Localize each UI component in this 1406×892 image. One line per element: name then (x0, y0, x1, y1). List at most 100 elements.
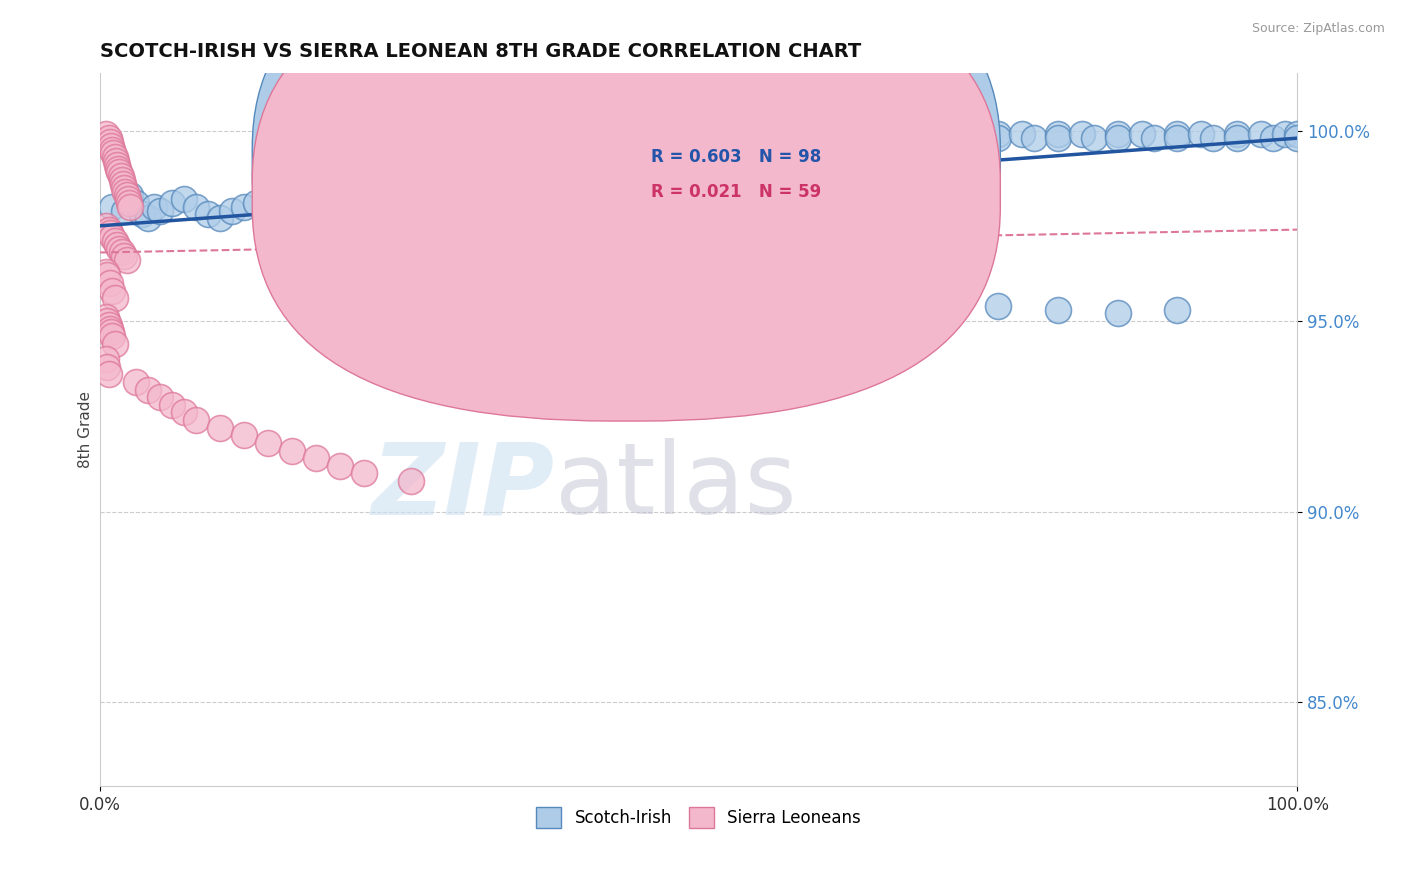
Point (125, 375, 148, 389)
Point (269, 207, 291, 221)
Point (120, 188, 142, 202)
Point (807, 128, 830, 142)
Point (96, 268, 118, 283)
Point (364, 200, 387, 214)
Point (353, 467, 375, 481)
Point (112, 203, 135, 218)
Point (101, 329, 124, 343)
Point (748, 161, 770, 176)
Point (98, 135, 121, 149)
Point (329, 458, 352, 473)
Point (1263, 131, 1285, 145)
Point (96, 314, 118, 328)
Point (115, 188, 138, 202)
Point (1286, 128, 1309, 142)
Point (1166, 302, 1188, 317)
Point (963, 128, 986, 142)
Point (97, 131, 120, 145)
Point (107, 161, 129, 176)
Point (97, 368, 120, 382)
Point (149, 203, 172, 218)
Point (1022, 131, 1045, 145)
Point (508, 203, 530, 218)
Point (927, 131, 949, 145)
Point (388, 196, 411, 211)
Point (1046, 128, 1069, 142)
Point (111, 173, 134, 187)
Point (108, 242, 131, 256)
Point (531, 192, 554, 206)
Point (111, 177, 134, 191)
Point (449, 200, 471, 214)
Point (256, 436, 278, 450)
Point (305, 451, 328, 466)
Point (96, 128, 118, 142)
Point (160, 398, 183, 412)
Point (101, 284, 124, 298)
Point (903, 128, 925, 142)
Point (568, 169, 591, 184)
Point (1226, 131, 1249, 145)
Point (280, 200, 302, 214)
Point (136, 383, 159, 397)
Point (125, 196, 148, 211)
Point (112, 249, 135, 263)
Point (101, 200, 124, 214)
Point (110, 169, 132, 184)
Point (96, 264, 118, 278)
Point (627, 131, 650, 145)
Point (104, 154, 127, 169)
Point (221, 203, 243, 218)
Point (831, 128, 853, 142)
Point (1142, 131, 1164, 145)
Point (208, 420, 231, 434)
Point (103, 234, 125, 248)
Point (103, 337, 125, 351)
Point (101, 230, 124, 244)
Point (1046, 302, 1069, 317)
Point (305, 196, 328, 211)
Point (340, 200, 363, 214)
Point (136, 211, 159, 226)
Point (353, 207, 375, 221)
Point (472, 196, 495, 211)
Point (98, 227, 121, 241)
Point (316, 207, 339, 221)
Point (688, 131, 710, 145)
Point (96, 359, 118, 374)
Point (1166, 128, 1188, 142)
Point (449, 219, 471, 233)
Point (1191, 128, 1213, 142)
Point (627, 173, 650, 187)
Y-axis label: 8th Grade: 8th Grade (79, 391, 93, 468)
Point (748, 128, 770, 142)
Point (103, 150, 125, 164)
Point (927, 128, 949, 142)
Point (868, 128, 890, 142)
Point (1011, 128, 1033, 142)
Point (97, 222, 120, 236)
Text: R = 0.021   N = 59: R = 0.021 N = 59 (651, 184, 821, 202)
Point (688, 158, 710, 172)
Point (388, 230, 411, 244)
Point (105, 158, 128, 172)
Point (232, 428, 254, 442)
Text: ZIP: ZIP (373, 438, 555, 535)
Point (868, 306, 890, 320)
Point (103, 146, 125, 161)
Text: R = 0.603   N = 98: R = 0.603 N = 98 (651, 148, 821, 167)
FancyBboxPatch shape (252, 0, 1000, 388)
Point (844, 128, 866, 142)
Point (950, 131, 973, 145)
Point (329, 227, 352, 241)
Point (117, 192, 139, 206)
Point (412, 203, 434, 218)
Point (98, 276, 121, 290)
Point (96, 352, 118, 367)
Text: atlas: atlas (555, 438, 797, 535)
Point (131, 207, 153, 221)
Point (1046, 131, 1069, 145)
Text: SCOTCH-IRISH VS SIERRA LEONEAN 8TH GRADE CORRELATION CHART: SCOTCH-IRISH VS SIERRA LEONEAN 8TH GRADE… (100, 42, 862, 61)
Point (101, 143, 124, 157)
Point (651, 128, 673, 142)
